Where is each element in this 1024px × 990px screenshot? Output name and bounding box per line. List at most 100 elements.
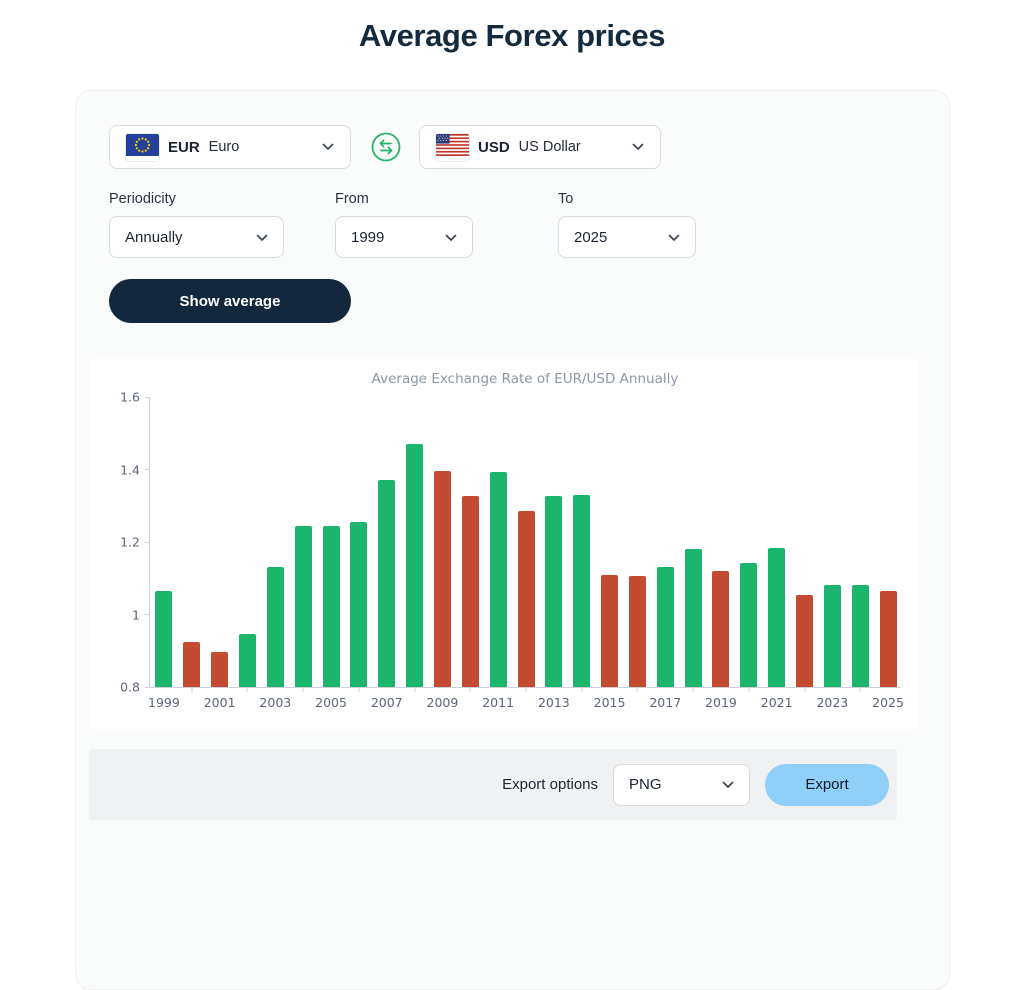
periodicity-label: Periodicity bbox=[109, 191, 176, 207]
periodicity-value: Annually bbox=[125, 228, 183, 246]
x-tick-label: 1999 bbox=[148, 695, 180, 710]
bar-2010 bbox=[461, 496, 479, 687]
x-tick-mark bbox=[414, 687, 416, 692]
x-tick-mark bbox=[469, 687, 471, 692]
chevron-down-icon bbox=[256, 229, 268, 246]
x-tick-mark bbox=[302, 687, 304, 692]
eu-flag-icon bbox=[126, 133, 159, 161]
x-tick-label: 2007 bbox=[370, 695, 403, 710]
bar-2000 bbox=[183, 642, 201, 687]
bar-2005 bbox=[322, 526, 340, 687]
base-currency-code: EUR bbox=[168, 138, 200, 156]
x-tick-mark bbox=[692, 687, 694, 692]
x-tick-mark bbox=[581, 687, 583, 692]
y-tick-mark bbox=[145, 469, 150, 470]
chevron-down-icon bbox=[445, 229, 457, 246]
bar-2019 bbox=[712, 571, 730, 687]
bar-2002 bbox=[238, 634, 256, 687]
y-tick-mark bbox=[145, 686, 150, 688]
swap-icon bbox=[371, 132, 401, 165]
y-tick-label: 1 bbox=[132, 607, 140, 622]
y-tick-label: 1.6 bbox=[120, 389, 140, 405]
chart-plot-area: 0.8 1 1.2 1.4 1.6 1999 2001 2003 2005 2007 2009 201… bbox=[120, 390, 904, 711]
x-tick-mark bbox=[191, 687, 193, 692]
chevron-down-icon bbox=[322, 138, 334, 156]
bar-2015 bbox=[601, 575, 619, 687]
x-tick-label: 2023 bbox=[816, 695, 849, 710]
bar-2012 bbox=[517, 511, 535, 687]
chevron-down-icon bbox=[668, 229, 680, 246]
bar-1999 bbox=[155, 591, 173, 687]
to-label: To bbox=[558, 191, 574, 207]
x-tick-label: 2005 bbox=[315, 695, 347, 710]
x-tick-label: 2011 bbox=[482, 695, 515, 710]
y-tick-label: 0.8 bbox=[120, 679, 140, 695]
x-tick-mark bbox=[246, 687, 248, 692]
exchange-rate-chart: Average Exchange Rate of EUR/USD Annuall… bbox=[89, 359, 917, 729]
x-tick-mark bbox=[636, 687, 638, 692]
export-button[interactable]: Export bbox=[765, 763, 889, 806]
x-tick-label: 2025 bbox=[872, 695, 904, 710]
x-tick-label: 2015 bbox=[593, 695, 626, 710]
page-title: Average Forex prices bbox=[358, 18, 666, 53]
us-flag-icon bbox=[436, 133, 469, 161]
bar-2022 bbox=[796, 595, 814, 687]
bar-2008 bbox=[406, 444, 424, 687]
show-average-button[interactable]: Show average bbox=[109, 279, 351, 323]
x-tick-mark bbox=[525, 687, 527, 692]
bar-2024 bbox=[851, 585, 869, 687]
x-tick-mark bbox=[804, 687, 806, 692]
x-tick-label: 2019 bbox=[705, 695, 737, 710]
export-format-value: PNG bbox=[629, 776, 662, 793]
swap-currencies-button[interactable] bbox=[371, 132, 401, 162]
currency-row: EUR Euro bbox=[109, 125, 918, 169]
x-tick-label: 2009 bbox=[426, 695, 459, 710]
quote-currency-code: USD bbox=[478, 138, 510, 156]
x-tick-label: 2003 bbox=[259, 695, 292, 710]
bar-2017 bbox=[656, 567, 674, 687]
y-tick-mark bbox=[145, 541, 150, 543]
from-year-value: 1999 bbox=[351, 228, 385, 246]
to-year-select[interactable]: 2025 bbox=[558, 216, 696, 258]
export-options-label: Export options bbox=[502, 776, 598, 793]
quote-currency-select[interactable]: USD US Dollar bbox=[419, 125, 661, 169]
chart-title: Average Exchange Rate of EUR/USD Annuall… bbox=[371, 371, 679, 387]
forex-converter-card: EUR Euro bbox=[75, 90, 950, 990]
bar-2021 bbox=[768, 548, 786, 687]
export-format-select[interactable]: PNG bbox=[613, 763, 750, 806]
quote-currency-name: US Dollar bbox=[518, 139, 581, 155]
bar-2023 bbox=[823, 585, 841, 687]
bar-2006 bbox=[350, 522, 368, 687]
bar-2001 bbox=[211, 652, 229, 687]
x-tick-label: 2021 bbox=[760, 695, 793, 710]
from-label: From bbox=[335, 191, 369, 207]
bar-2020 bbox=[740, 563, 758, 687]
bar-2004 bbox=[294, 526, 312, 687]
bar-2025 bbox=[879, 591, 897, 687]
chevron-down-icon bbox=[722, 776, 734, 793]
chevron-down-icon bbox=[632, 138, 644, 156]
x-tick-label: 2017 bbox=[649, 695, 682, 710]
x-tick-mark bbox=[748, 687, 750, 692]
bar-2016 bbox=[628, 576, 646, 687]
bar-2009 bbox=[433, 471, 451, 687]
bar-2003 bbox=[266, 567, 284, 687]
bar-2011 bbox=[489, 472, 507, 687]
bar-2018 bbox=[684, 549, 702, 687]
y-tick-mark bbox=[145, 614, 150, 615]
base-currency-select[interactable]: EUR Euro bbox=[109, 125, 351, 169]
from-year-select[interactable]: 1999 bbox=[335, 216, 473, 258]
y-tick-label: 1.4 bbox=[120, 462, 140, 477]
x-tick-label: 2001 bbox=[203, 695, 236, 710]
bar-2013 bbox=[545, 496, 563, 687]
bar-2007 bbox=[378, 480, 396, 687]
y-tick-mark bbox=[145, 396, 150, 398]
bar-2014 bbox=[573, 495, 591, 687]
x-tick-mark bbox=[358, 687, 360, 692]
to-year-value: 2025 bbox=[574, 228, 608, 246]
y-tick-label: 1.2 bbox=[120, 534, 140, 550]
periodicity-select[interactable]: Annually bbox=[109, 216, 284, 258]
export-bar: Export options PNG Export bbox=[89, 749, 897, 820]
x-tick-label: 2013 bbox=[537, 695, 570, 710]
x-tick-mark bbox=[859, 687, 861, 692]
